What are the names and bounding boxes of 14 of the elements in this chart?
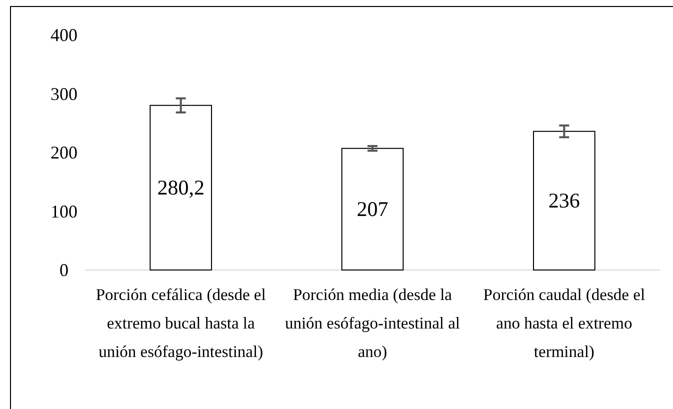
y-tick-label: 200 <box>50 142 78 162</box>
data-label: 280,2 <box>157 176 204 200</box>
data-label: 236 <box>548 188 580 213</box>
bar <box>533 130 596 270</box>
x-tick-label: Porción media (desde la unión esófago-intestinal al ano) <box>284 285 460 361</box>
bar <box>341 148 404 270</box>
data-label: 207 <box>356 197 388 222</box>
y-tick-label: 100 <box>50 201 78 222</box>
y-tick-label: 0 <box>60 260 68 280</box>
y-tick-label: 400 <box>50 25 78 45</box>
x-tick-label: Porción cefálica (desde el extremo bucal hasta la unión esófago-intestinal) <box>96 285 266 361</box>
x-tick-label: Porción caudal (desde el ano hasta el extremo terminal) <box>483 285 646 361</box>
bar <box>150 104 212 270</box>
y-tick-label: 300 <box>50 84 78 104</box>
